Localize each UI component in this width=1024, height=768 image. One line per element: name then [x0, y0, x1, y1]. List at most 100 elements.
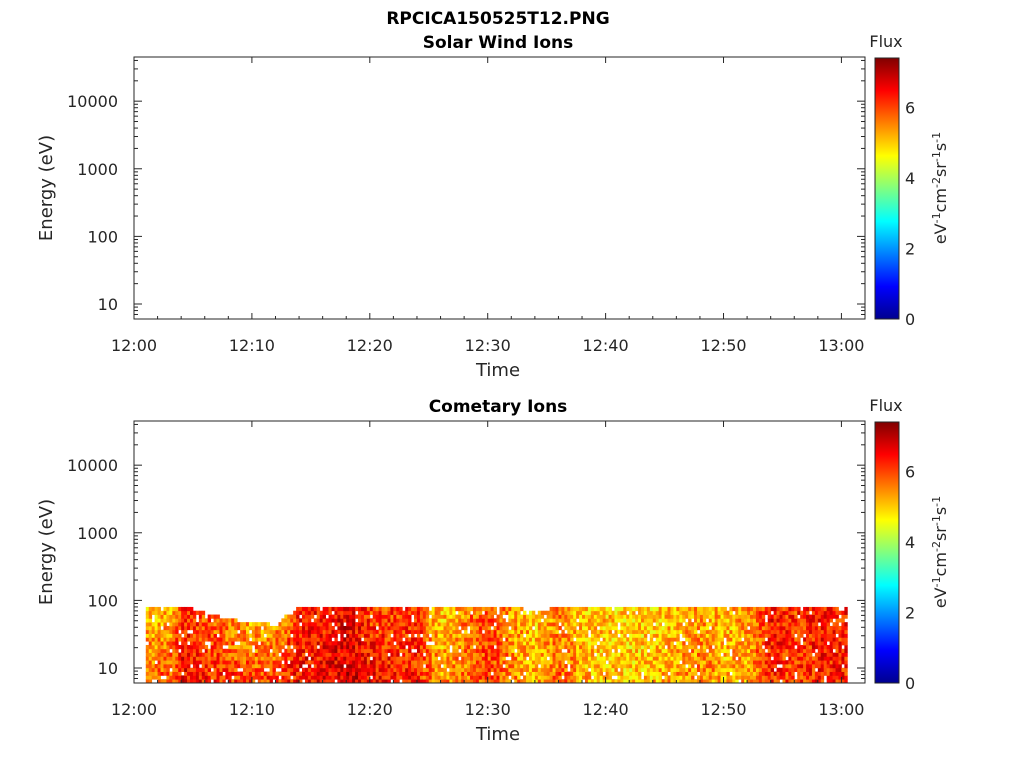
heatmap-cell: [623, 625, 627, 631]
heatmap-cell: [369, 622, 374, 627]
heatmap-cell: [667, 644, 671, 650]
heatmap-cell: [661, 618, 665, 623]
heatmap-cell: [635, 641, 639, 646]
heatmap-cell: [546, 644, 551, 650]
heatmap-cell: [181, 606, 185, 612]
heatmap-cell: [428, 637, 433, 642]
heatmap-cell: [797, 663, 801, 669]
heatmap-cell: [195, 637, 200, 642]
heatmap-cell: [761, 622, 766, 627]
heatmap-cell: [582, 660, 586, 665]
heatmap-cell: [419, 606, 424, 612]
heatmap-cell: [679, 606, 683, 612]
heatmap-cell: [791, 656, 795, 661]
heatmap-cell: [446, 610, 450, 615]
heatmap-cell: [582, 667, 586, 672]
heatmap-cell: [517, 610, 521, 615]
heatmap-cell: [714, 675, 719, 680]
heatmap-cell: [254, 622, 259, 627]
heatmap-cell: [296, 652, 300, 657]
heatmap-cell: [744, 660, 748, 665]
heatmap-cell: [511, 660, 515, 665]
heatmap-cell: [237, 637, 241, 642]
heatmap-cell: [322, 663, 326, 669]
heatmap-cell: [809, 641, 813, 646]
heatmap-cell: [658, 622, 663, 627]
heatmap-cell: [661, 633, 665, 638]
heatmap-cell: [649, 625, 654, 631]
heatmap-cell: [363, 629, 368, 634]
heatmap-cell: [797, 648, 801, 653]
heatmap-cell: [416, 663, 421, 669]
heatmap-cell: [449, 637, 453, 642]
heatmap-cell: [638, 671, 642, 676]
heatmap-cell: [378, 679, 382, 684]
heatmap-cell: [664, 656, 668, 661]
heatmap-cell: [635, 663, 639, 669]
heatmap-cell: [838, 648, 842, 653]
heatmap-cell: [266, 675, 270, 680]
heatmap-cell: [157, 679, 161, 684]
heatmap-cell: [302, 625, 306, 631]
heatmap-cell: [148, 629, 153, 634]
heatmap-cell: [747, 663, 751, 669]
heatmap-cell: [154, 648, 158, 653]
heatmap-cell: [219, 675, 223, 680]
heatmap-cell: [192, 663, 197, 669]
heatmap-cell: [440, 614, 444, 619]
heatmap-cell: [573, 625, 577, 631]
heatmap-cell: [204, 656, 209, 661]
heatmap-cell: [355, 622, 359, 627]
heatmap-cell: [172, 622, 176, 627]
heatmap-cell: [343, 606, 347, 612]
heatmap-cell: [699, 663, 704, 669]
heatmap-cell: [691, 667, 695, 672]
heatmap-cell: [452, 652, 456, 657]
heatmap-cell: [151, 663, 156, 669]
heatmap-cell: [673, 667, 677, 672]
heatmap-cell: [381, 671, 385, 676]
heatmap-cell: [207, 679, 212, 684]
heatmap-cell: [584, 675, 589, 680]
heatmap-cell: [213, 667, 217, 672]
heatmap-cell: [699, 656, 704, 661]
heatmap-cell: [829, 648, 833, 653]
heatmap-cell: [363, 656, 368, 661]
heatmap-cell: [352, 637, 356, 642]
heatmap-cell: [461, 648, 465, 653]
heatmap-cell: [505, 671, 509, 676]
heatmap-cell: [520, 644, 524, 650]
heatmap-cell: [611, 671, 615, 676]
heatmap-cell: [175, 679, 179, 684]
heatmap-cell: [296, 625, 300, 631]
heatmap-cell: [225, 637, 229, 642]
heatmap-cell: [145, 606, 150, 612]
heatmap-cell: [363, 648, 368, 653]
heatmap-cell: [390, 660, 394, 665]
heatmap-cell: [523, 614, 527, 619]
heatmap-cell: [402, 675, 406, 680]
heatmap-cell: [696, 652, 701, 657]
heatmap-cell: [304, 675, 309, 680]
heatmap-cell: [499, 679, 503, 684]
heatmap-cell: [363, 606, 368, 612]
heatmap-cell: [349, 656, 353, 661]
heatmap-cell: [537, 614, 542, 619]
heatmap-cell: [284, 637, 288, 642]
heatmap-cell: [800, 675, 804, 680]
heatmap-cell: [157, 660, 161, 665]
heatmap-cell: [210, 625, 214, 631]
heatmap-cell: [399, 614, 403, 619]
heatmap-cell: [829, 667, 833, 672]
heatmap-cell: [835, 663, 839, 669]
heatmap-cell: [243, 675, 247, 680]
heatmap-cell: [809, 648, 813, 653]
heatmap-cell: [425, 606, 430, 612]
heatmap-cell: [160, 610, 164, 615]
heatmap-cell: [360, 667, 365, 672]
heatmap-cell: [702, 606, 707, 612]
heatmap-cell: [225, 667, 229, 672]
heatmap-cell: [284, 667, 288, 672]
heatmap-cell: [213, 644, 217, 650]
